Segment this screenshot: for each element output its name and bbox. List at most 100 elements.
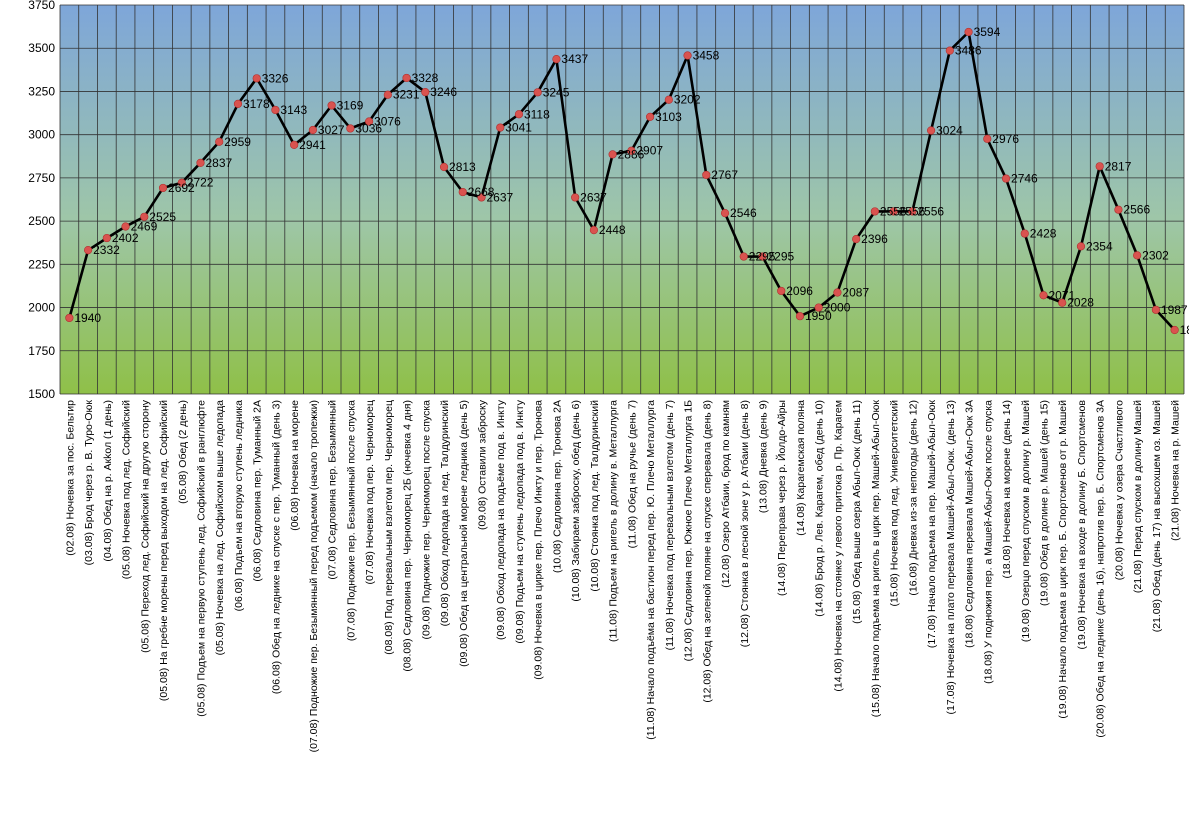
- data-point: [196, 158, 205, 167]
- data-point: [158, 183, 168, 193]
- x-tick-label: (12.08) Обед на зеленой поляне на спуске…: [701, 400, 713, 703]
- y-tick-label: 1500: [28, 387, 55, 401]
- data-point: [477, 193, 486, 202]
- data-label: 2817: [1105, 159, 1132, 173]
- x-tick-label: (02.08) Ночевка за пос. Бельтир: [64, 400, 76, 556]
- x-tick-label: (19.08) Начало подъема в цирк пер. Б. Сп…: [1057, 400, 1069, 719]
- x-axis-tick-labels: (02.08) Ночевка за пос. Бельтир (03.08) Б…: [64, 399, 1181, 752]
- x-tick-label: (07.08) Подножие пер. Безымянный перед п…: [308, 400, 320, 752]
- data-label: 3178: [243, 97, 270, 111]
- data-label: 3202: [674, 93, 701, 107]
- data-label: 3041: [505, 121, 532, 135]
- data-point: [1133, 251, 1142, 260]
- x-tick-label: (17.08) Ночевка на плато перевала Машей-…: [945, 400, 957, 714]
- x-tick-label: (07.08) Подножие пер. Безымянный после с…: [345, 400, 357, 641]
- x-tick-label: (07.08) Ночевка под пер. Черноморец: [364, 400, 376, 584]
- data-point: [702, 170, 711, 180]
- x-tick-label: (11.08) Ночевка под перевальным взлетом …: [664, 400, 676, 650]
- x-tick-label: (04.08) Обед на р. Акkол (1 день): [102, 400, 114, 562]
- data-label: 2556: [899, 204, 926, 218]
- data-point: [683, 51, 692, 60]
- data-point: [552, 55, 561, 64]
- data-point: [645, 112, 655, 121]
- data-label: 2837: [206, 156, 233, 170]
- data-point: [533, 88, 542, 97]
- x-tick-label: (14.08) Карагемская поляна: [795, 400, 807, 536]
- data-label: 2722: [187, 176, 214, 190]
- data-label: 2071: [1049, 288, 1076, 302]
- data-point: [102, 233, 111, 243]
- data-point: [852, 234, 861, 244]
- data-point: [140, 212, 149, 221]
- y-tick-label: 3250: [28, 84, 55, 98]
- x-tick-label: (06.08) Седловина пер. Туманный 2А: [252, 400, 264, 582]
- data-point: [233, 99, 243, 108]
- data-label: 3231: [393, 88, 420, 102]
- x-tick-label: (08.08) Седловина пер. Черноморец 2Б (но…: [402, 400, 414, 672]
- y-tick-label: 2750: [28, 171, 55, 185]
- data-label: 2637: [487, 190, 514, 204]
- data-label: 2556: [880, 204, 907, 218]
- x-tick-label: (09.08) Обед на центральной морене ледни…: [458, 400, 470, 667]
- data-point: [777, 286, 786, 296]
- data-point: [290, 140, 299, 149]
- x-tick-label: (03.08) Брод через р. В. Туро-Оюк: [83, 400, 95, 566]
- data-point: [496, 123, 505, 132]
- data-point: [739, 252, 748, 261]
- x-tick-label: (06.08) Подъем на вторую ступень ледника: [233, 400, 245, 611]
- data-label: 3143: [280, 103, 307, 117]
- x-tick-label: (14.08) Переправа через р. Йолдо-Айры: [775, 400, 788, 596]
- y-tick-label: 2500: [28, 214, 55, 228]
- y-tick-label: 3000: [28, 128, 55, 142]
- x-tick-label: (09.08) Обход ледопада на подъёме под в.…: [495, 399, 507, 640]
- data-point: [1001, 174, 1011, 183]
- data-point: [1095, 162, 1104, 171]
- x-tick-label: (09.08) Подножие пер. Черноморец после с…: [420, 400, 432, 640]
- x-tick-label: (07.08) Седловина пер. Безымянный: [327, 400, 339, 580]
- data-point: [814, 303, 823, 312]
- data-point: [402, 73, 411, 83]
- data-label: 3024: [936, 124, 963, 138]
- x-tick-label: (09.08) Обход ледопада на лед. Талдуринс…: [439, 400, 451, 627]
- x-tick-label: (09.08) Ночевка в цирке пер. Плечо Инкту…: [533, 400, 545, 680]
- y-axis-ticks: 1500 1750 2000 2250 2500 2750 3000 3250 3500 3750: [28, 0, 55, 401]
- data-label: 3326: [262, 71, 289, 85]
- x-tick-label: (10.08) Седловина пер. Тронова 2А: [551, 400, 563, 573]
- x-tick-label: (06.08) Обед на леднике на спуске с пер.…: [270, 400, 282, 694]
- data-label: 2941: [299, 138, 326, 152]
- x-tick-label: (17.08) Начало подъема на пер. Машей-Абы…: [926, 400, 938, 649]
- data-label: 2402: [112, 231, 139, 245]
- data-point: [1039, 291, 1048, 300]
- data-label: 3103: [655, 110, 682, 124]
- y-tick-label: 3500: [28, 41, 55, 55]
- data-point: [177, 178, 186, 187]
- data-label: 2428: [1030, 227, 1057, 241]
- data-point: [1114, 205, 1123, 214]
- data-label: 2976: [992, 132, 1019, 146]
- data-point: [571, 193, 580, 202]
- data-point: [964, 27, 973, 37]
- data-point: [795, 312, 805, 321]
- data-label: 2525: [149, 210, 176, 224]
- data-label: 1940: [74, 311, 101, 325]
- data-point: [889, 207, 898, 216]
- data-label: 3118: [524, 107, 550, 121]
- data-point: [758, 252, 767, 261]
- data-label: 2556: [917, 204, 944, 218]
- x-tick-label: (10.08) Стоянка под лед. Талдуринский: [589, 400, 601, 592]
- data-label: 2295: [749, 250, 776, 264]
- vertical-gridlines: [59, 5, 1185, 394]
- data-label: 2546: [730, 206, 757, 220]
- data-point: [271, 105, 280, 115]
- data-point: [1170, 325, 1179, 335]
- data-point: [720, 209, 730, 218]
- data-label: 2028: [1067, 296, 1094, 310]
- x-tick-label: (21.08) Ночевка на р. Машей: [1170, 400, 1182, 541]
- data-label: 2096: [786, 284, 813, 298]
- x-tick-label: (18.08) Ночевка на морене (день 14): [1001, 400, 1013, 579]
- x-tick-label: (20.08) Ночевка у озера Счастливого: [1113, 400, 1125, 580]
- x-tick-label: (18.08) Седловина перевала Машей-Абыл-Ою…: [964, 400, 976, 648]
- x-tick-label: (09.08) Оставили заброску: [477, 399, 489, 530]
- x-tick-label: (10.08) Забираем заброску, обед (день 6): [570, 400, 582, 602]
